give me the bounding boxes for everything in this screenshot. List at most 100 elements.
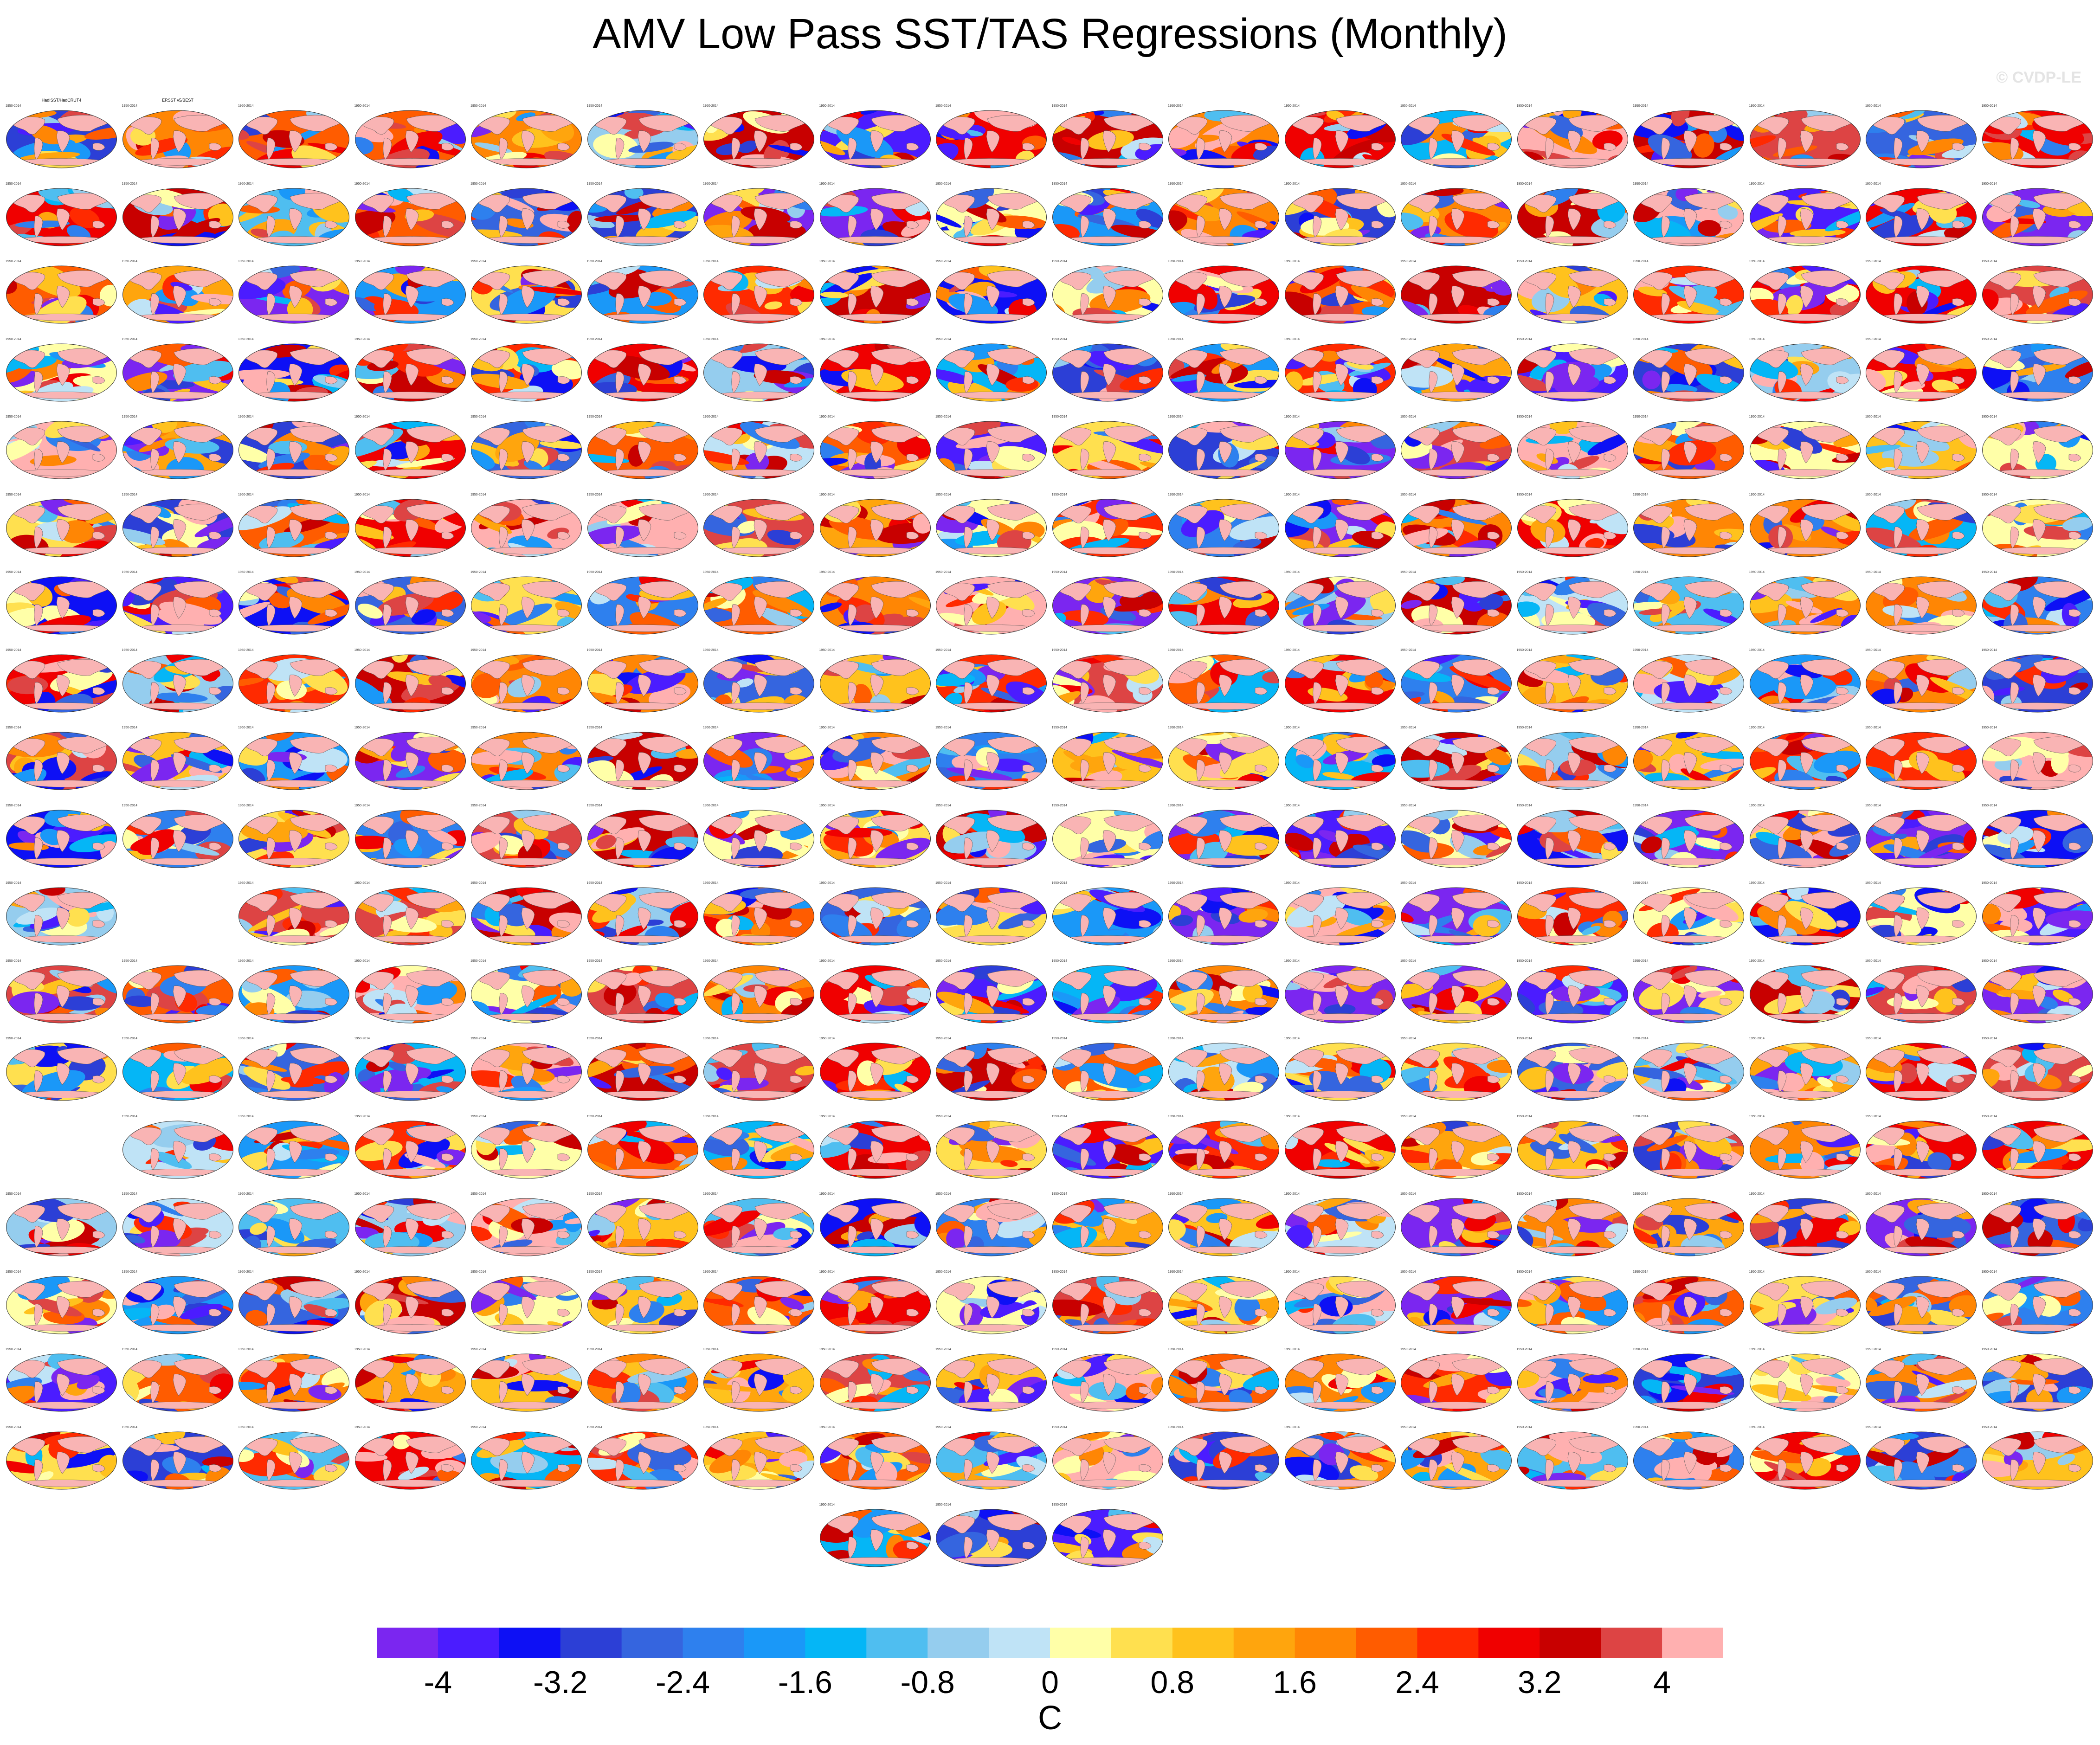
world-map bbox=[1982, 499, 2093, 557]
world-map bbox=[1633, 810, 1744, 868]
map-panel-title bbox=[818, 1107, 932, 1114]
world-map bbox=[354, 421, 466, 479]
world-map bbox=[1749, 965, 1861, 1023]
map-panel-years: 1950-2014 bbox=[1749, 1114, 1765, 1118]
map-panel-title bbox=[237, 641, 351, 648]
map-panel-title bbox=[1283, 1262, 1397, 1270]
map-panel: 1950-2014 bbox=[1632, 718, 1746, 792]
world-map bbox=[1168, 110, 1279, 168]
world-map bbox=[471, 732, 582, 790]
world-map bbox=[587, 265, 698, 324]
map-panel: 1950-2014 bbox=[1051, 1495, 1165, 1570]
map-panel-title bbox=[354, 485, 467, 493]
map-panel-title bbox=[1283, 1185, 1397, 1192]
map-panel: 1950-2014 bbox=[1167, 407, 1281, 482]
map-panel: 1950-2014 bbox=[1399, 1262, 1513, 1337]
world-map bbox=[6, 887, 117, 946]
map-panel-years: 1950-2014 bbox=[819, 260, 835, 263]
map-panel: 1950-2014 bbox=[1864, 485, 1978, 560]
map-panel-title bbox=[1167, 1107, 1281, 1114]
world-map bbox=[1284, 654, 1396, 712]
world-map bbox=[1517, 1353, 1628, 1412]
map-panel: 1950-2014 bbox=[1864, 874, 1978, 948]
map-panel-title bbox=[237, 874, 351, 881]
map-panel-years: 1950-2014 bbox=[1284, 337, 1300, 341]
map-panel: 1950-2014 bbox=[1864, 563, 1978, 637]
map-panel-title bbox=[702, 174, 816, 182]
world-map bbox=[1749, 265, 1861, 324]
map-panel-title bbox=[354, 407, 467, 415]
world-map bbox=[1052, 343, 1163, 401]
map-panel-years: 1950-2014 bbox=[1865, 1348, 1881, 1351]
map-panel-years: 1950-2014 bbox=[122, 493, 137, 496]
map-panel-title bbox=[1516, 1340, 1630, 1347]
map-panel-title bbox=[1748, 97, 1862, 104]
world-map bbox=[1168, 499, 1279, 557]
map-panel-years: 1950-2014 bbox=[703, 1270, 719, 1274]
map-panel-years: 1950-2014 bbox=[586, 1425, 602, 1429]
colorbar-swatch bbox=[560, 1628, 622, 1658]
colorbar-swatch bbox=[499, 1628, 561, 1658]
world-map bbox=[354, 810, 466, 868]
map-panel: 1950-2014 bbox=[1632, 641, 1746, 715]
map-panel: 1950-2014 bbox=[586, 174, 700, 249]
map-panel: 1950-2014 bbox=[1864, 796, 1978, 870]
map-panel-title: HadISST/HadCRUT4 bbox=[41, 98, 82, 103]
map-panel-years: 1950-2014 bbox=[238, 1037, 254, 1040]
world-map bbox=[122, 1276, 233, 1334]
map-panel: 1950-2014 bbox=[702, 330, 816, 404]
map-panel: 1950-2014 bbox=[934, 563, 1048, 637]
map-panel-title bbox=[934, 1495, 1048, 1503]
world-map bbox=[703, 1120, 814, 1178]
world-map bbox=[238, 1353, 349, 1412]
map-panel-title bbox=[5, 1418, 118, 1425]
map-panel-title bbox=[1399, 718, 1513, 726]
map-panel-years: 1950-2014 bbox=[1284, 1192, 1300, 1196]
map-panel-title bbox=[818, 952, 932, 959]
map-panel-years: 1950-2014 bbox=[1284, 182, 1300, 186]
map-panel-years: 1950-2014 bbox=[935, 882, 951, 885]
map-panel-title bbox=[1516, 174, 1630, 182]
world-map bbox=[1982, 576, 2093, 635]
world-map bbox=[1517, 343, 1628, 401]
map-panel-title bbox=[1748, 1185, 1862, 1192]
map-panel-title bbox=[1051, 1185, 1165, 1192]
map-panel: 1950-2014 bbox=[1167, 1029, 1281, 1103]
map-panel-years: 1950-2014 bbox=[238, 182, 254, 186]
world-map bbox=[471, 810, 582, 868]
world-map bbox=[471, 887, 582, 946]
world-map bbox=[1052, 110, 1163, 168]
map-panel: 1950-2014 bbox=[237, 874, 351, 948]
map-panel-years: 1950-2014 bbox=[586, 1270, 602, 1274]
map-panel: 1950-2014 bbox=[1981, 796, 2094, 870]
map-panel-years: 1950-2014 bbox=[1168, 415, 1184, 419]
world-map bbox=[1401, 1276, 1512, 1334]
world-map bbox=[1168, 1431, 1279, 1489]
map-panel: 1950-2014 bbox=[1981, 174, 2094, 249]
world-map bbox=[354, 1198, 466, 1256]
map-panel-title bbox=[702, 407, 816, 415]
map-panel-title bbox=[121, 330, 235, 337]
map-panel-title bbox=[1748, 1418, 1862, 1425]
world-map bbox=[1982, 1043, 2093, 1101]
colorbar-swatch bbox=[1111, 1628, 1173, 1658]
world-map bbox=[936, 421, 1047, 479]
map-panel: 1950-2014 bbox=[121, 407, 235, 482]
map-panel-years: 1950-2014 bbox=[1749, 1270, 1765, 1274]
map-panel: 1950-2014 bbox=[1399, 407, 1513, 482]
map-panel-years: 1950-2014 bbox=[586, 1037, 602, 1040]
world-map bbox=[471, 1043, 582, 1101]
map-panel: 1950-2014 bbox=[121, 1029, 235, 1103]
map-panel: 1950-2014 bbox=[1399, 485, 1513, 560]
world-map bbox=[354, 732, 466, 790]
map-panel: 1950-2014 bbox=[1283, 874, 1397, 948]
map-panel: 1950-2014 bbox=[934, 718, 1048, 792]
world-map bbox=[471, 1353, 582, 1412]
map-panel-years: 1950-2014 bbox=[1168, 1114, 1184, 1118]
map-panel-title bbox=[1167, 952, 1281, 959]
map-panel: 1950-2014 bbox=[121, 1185, 235, 1259]
map-panel-years: 1950-2014 bbox=[6, 1348, 21, 1351]
map-panel-title bbox=[934, 796, 1048, 804]
map-panel-years: 1950-2014 bbox=[586, 571, 602, 574]
map-panel: 1950-2014 bbox=[237, 485, 351, 560]
